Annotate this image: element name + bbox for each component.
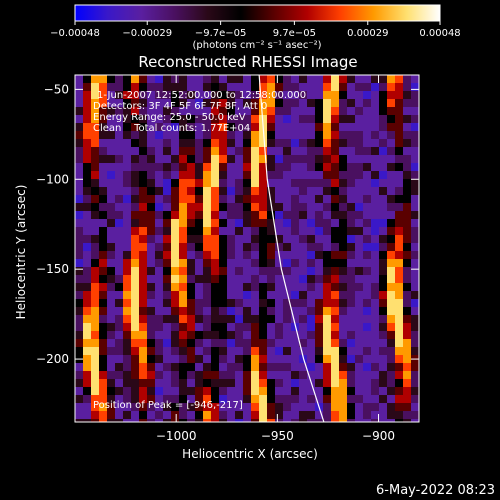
chart-title: Reconstructed RHESSI Image: [138, 53, 357, 71]
colorbar-gradient: [74, 4, 441, 22]
colorbar-unit-label: (photons cm⁻² s⁻¹ asec⁻²): [192, 40, 321, 51]
footer-timestamp: 6-May-2022 08:23: [376, 483, 495, 498]
colorbar-tick-label: −0.00029: [122, 28, 172, 39]
colorbar: −0.00048 −0.00029 −9.7e−05 9.7e−05 0.00029 0.…: [50, 4, 461, 51]
x-tick-label: −1000: [156, 429, 197, 443]
colorbar-tick-label: 0.00029: [347, 28, 388, 39]
colorbar-tick-label: 0.00048: [419, 28, 460, 39]
annotation-time-range: 1-Jun-2007 12:52:00.000 to 12:58:00.000: [97, 90, 306, 101]
solar-limb-curve: [258, 75, 325, 422]
y-axis-ticks: −50 −100 −150 −200: [36, 82, 419, 366]
x-axis-ticks: −1000 −950 −900: [156, 75, 395, 443]
annotation-clean: Clean Total counts: 1.77E+04: [93, 123, 250, 134]
y-tick-label: −100: [36, 172, 69, 186]
colorbar-tick-label: −0.00048: [50, 28, 100, 39]
colorbar-ticks: −0.00048 −0.00029 −9.7e−05 9.7e−05 0.00029 0.…: [50, 21, 461, 39]
annotation-energy: Energy Range: 25.0 - 50.0 keV: [93, 112, 246, 123]
colorbar-tick-label: 9.7e−05: [273, 28, 316, 39]
y-axis-label: Heliocentric Y (arcsec): [14, 185, 28, 320]
x-tick-label: −950: [261, 429, 294, 443]
annotation-detectors: Detectors: 3F 4F 5F 6F 7F 8F, Att 0: [93, 101, 267, 112]
plot-frame: [74, 74, 420, 423]
heatmap-image: [75, 75, 419, 422]
x-axis-label: Heliocentric X (arcsec): [182, 447, 318, 461]
colorbar-tick-label: −9.7e−05: [195, 28, 247, 39]
y-tick-label: −200: [36, 352, 69, 366]
x-tick-label: −900: [362, 429, 395, 443]
y-tick-label: −50: [44, 82, 69, 96]
annotation-peak: Position of Peak = [-946,-217]: [93, 400, 243, 411]
y-tick-label: −150: [36, 262, 69, 276]
annotations: 1-Jun-2007 12:52:00.000 to 12:58:00.000 …: [93, 90, 306, 411]
